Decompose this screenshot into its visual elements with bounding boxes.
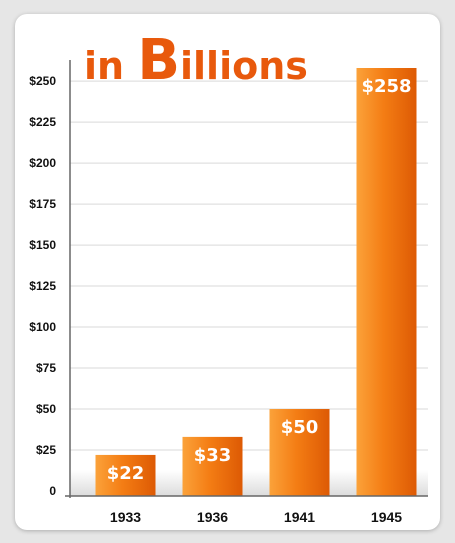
y-axis-ticks: 0 $25 $50 $75 $100 $125 $150 $175 $200 $225 $250 (29, 74, 56, 498)
y-tick-label: $25 (36, 443, 56, 457)
bar (182, 436, 243, 496)
y-tick-label: $175 (29, 197, 56, 211)
bar (356, 68, 417, 496)
y-tick-label: $75 (36, 361, 56, 375)
chart-title-rest: illions (180, 44, 308, 88)
bar-value-label: $258 (361, 76, 411, 97)
y-tick-label: $125 (29, 279, 56, 293)
x-tick-label: 1936 (197, 509, 228, 525)
bar-value-label: $50 (281, 417, 319, 438)
y-tick-label: 0 (49, 484, 56, 498)
bars: $22 $33 $50 $258 (95, 68, 417, 496)
x-tick-label: 1933 (110, 509, 141, 525)
y-tick-label: $225 (29, 115, 56, 129)
y-tick-label: $250 (29, 74, 56, 88)
x-axis-ticks: 1933 1936 1941 1945 (110, 509, 402, 525)
x-tick-label: 1941 (284, 509, 315, 525)
x-tick-label: 1945 (371, 509, 402, 525)
chart-title-capital: B (137, 28, 180, 93)
bar-value-label: $22 (107, 463, 145, 484)
bar (269, 409, 330, 496)
chart-title: in Billions (84, 28, 308, 93)
y-tick-label: $50 (36, 402, 56, 416)
y-tick-label: $150 (29, 238, 56, 252)
chart-title-prefix: in (84, 44, 137, 88)
y-tick-label: $200 (29, 156, 56, 170)
bar (95, 454, 156, 496)
bar-value-label: $33 (194, 445, 232, 466)
y-tick-label: $100 (29, 320, 56, 334)
